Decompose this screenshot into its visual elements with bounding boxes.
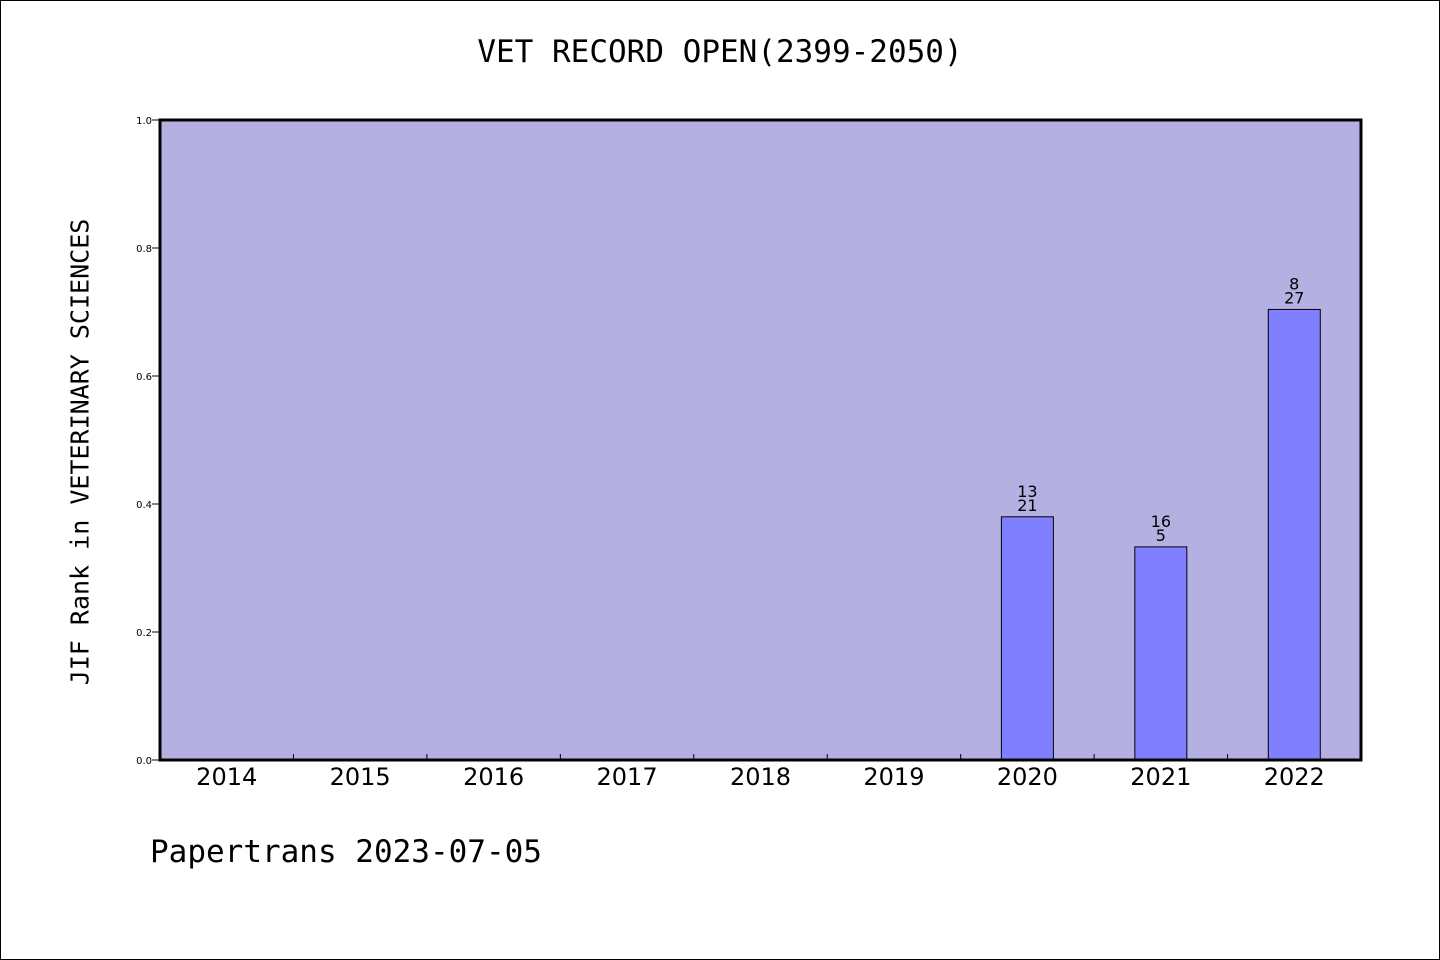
x-tick-label: 2019 — [863, 763, 924, 791]
y-tick-label: 0.6 — [136, 372, 152, 383]
bar-label-top: 13 — [1017, 482, 1037, 501]
x-tick-label: 2018 — [730, 763, 791, 791]
bar-label-bottom: 5 — [1156, 526, 1166, 545]
chart-title: VET RECORD OPEN(2399-2050) — [477, 34, 963, 70]
bar-label-bottom: 21 — [1017, 496, 1037, 515]
x-tick-label: 2014 — [196, 763, 257, 791]
x-tick-label: 2022 — [1264, 763, 1325, 791]
x-tick-label: 2021 — [1130, 763, 1191, 791]
x-tick-label: 2016 — [463, 763, 524, 791]
bar-label-bottom: 27 — [1284, 288, 1304, 307]
y-tick-label: 0.2 — [136, 628, 152, 639]
y-tick-label: 0.8 — [136, 244, 152, 255]
x-tick-label: 2017 — [597, 763, 658, 791]
bar-label-top: 16 — [1151, 512, 1171, 531]
x-tick-label: 2015 — [330, 763, 391, 791]
bar — [1000, 516, 1054, 761]
axes-group: 0.0 0.2 0.4 0.6 0.8 1.0 2014 2015 2016 2017 2018 20… — [136, 116, 1325, 791]
plot-border — [158, 118, 1363, 762]
bar — [1134, 546, 1188, 761]
y-tick-label: 0.4 — [136, 500, 152, 511]
footer-credit: Papertrans 2023-07-05 — [150, 834, 542, 870]
y-tick-label: 1.0 — [136, 116, 152, 127]
y-tick-label: 0.0 — [136, 756, 152, 767]
bar — [1267, 308, 1321, 761]
bar-label-top: 8 — [1289, 274, 1299, 293]
x-tick-label: 2020 — [997, 763, 1058, 791]
